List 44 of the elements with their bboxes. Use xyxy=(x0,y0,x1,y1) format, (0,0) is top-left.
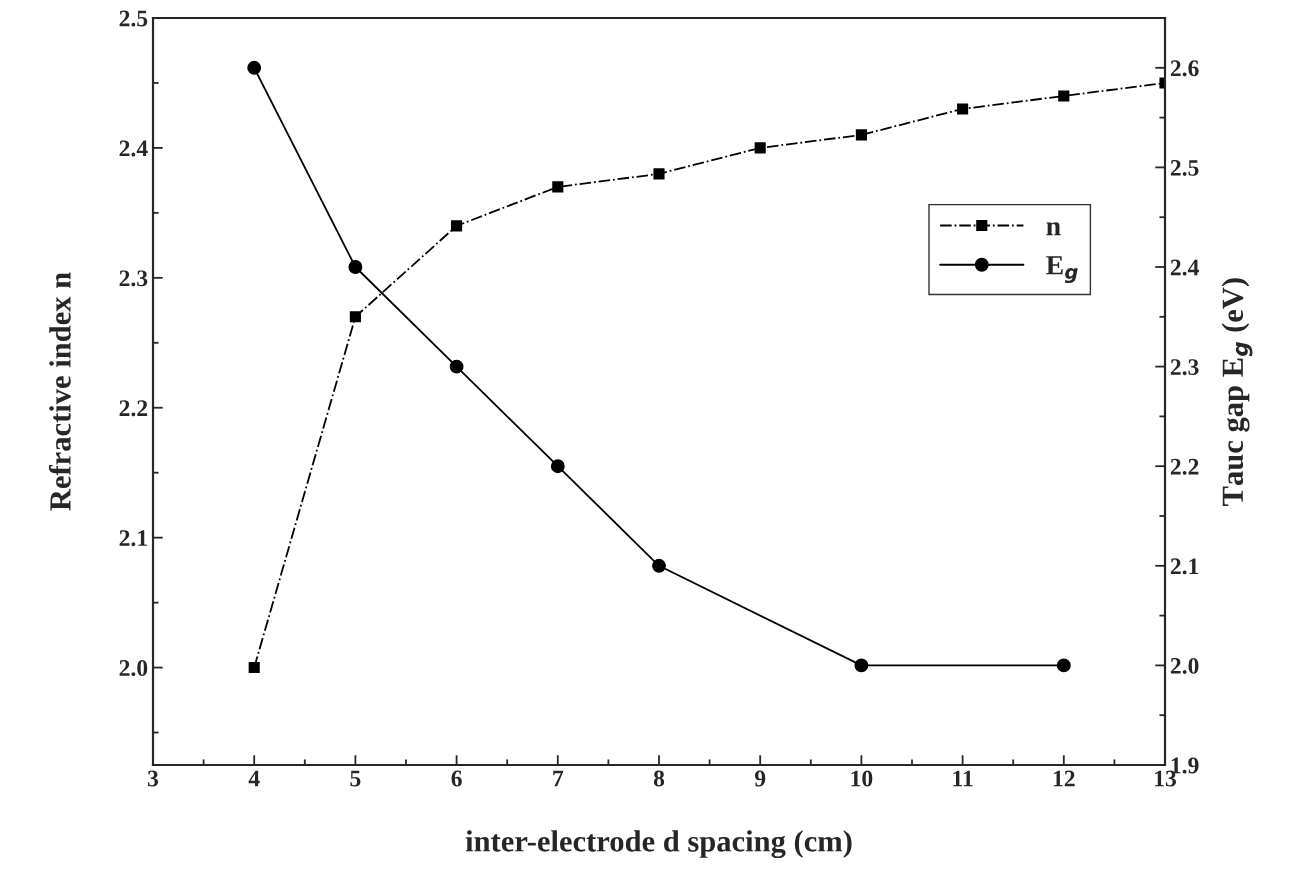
legend-label: n xyxy=(1046,222,1061,236)
y-tick-label: 2.1 xyxy=(119,530,147,547)
point xyxy=(248,662,260,674)
y2-tick-label: 2.3 xyxy=(1170,359,1199,376)
x-tick-label: 9 xyxy=(754,770,766,787)
point xyxy=(1056,658,1071,673)
point xyxy=(1058,90,1070,102)
point xyxy=(550,459,565,474)
point xyxy=(348,260,363,274)
point xyxy=(552,181,564,193)
point xyxy=(855,129,867,141)
y2-tick-label: 2.0 xyxy=(1170,657,1199,674)
y2-tick-label: 2.5 xyxy=(1170,159,1199,176)
x-tick-label: 7 xyxy=(553,770,564,787)
x-tick-label: 8 xyxy=(653,770,665,787)
y2-tick-label: 2.2 xyxy=(1170,458,1199,475)
point xyxy=(652,558,666,573)
y-tick-label: 2.5 xyxy=(119,10,148,27)
y-tick-label: 2.2 xyxy=(119,400,148,417)
y2-tick-label: 2.1 xyxy=(1170,558,1199,575)
point xyxy=(451,220,463,232)
x-tick-label: 10 xyxy=(851,770,873,787)
y2-axis-title: Tauc gap E$_{g}$ (eV) xyxy=(1221,278,1253,506)
y-tick-label: 2.0 xyxy=(119,660,148,677)
legend-label: E$_{g}$ xyxy=(1046,256,1078,284)
point xyxy=(754,142,766,154)
x-axis-title: inter-electrode d spacing (cm) xyxy=(465,830,852,859)
y2-tick-label: 2.4 xyxy=(1170,259,1199,276)
y-axis-title: Refractive index n xyxy=(48,272,71,511)
y2-tick-label: 2.6 xyxy=(1170,60,1199,77)
y-tick-label: 2.3 xyxy=(119,270,148,287)
y-tick-label: 2.4 xyxy=(119,140,148,157)
point xyxy=(653,168,665,180)
x-tick-label: 5 xyxy=(350,770,361,787)
point xyxy=(449,359,464,374)
x-tick-label: 4 xyxy=(248,770,260,787)
x-tick-label: 3 xyxy=(147,770,159,787)
x-tick-label: 11 xyxy=(953,770,973,787)
x-tick-label: 6 xyxy=(451,770,462,787)
point xyxy=(854,658,869,673)
point xyxy=(247,60,262,75)
x-tick-label: 12 xyxy=(1053,770,1075,787)
point xyxy=(957,103,969,115)
point xyxy=(349,311,361,323)
